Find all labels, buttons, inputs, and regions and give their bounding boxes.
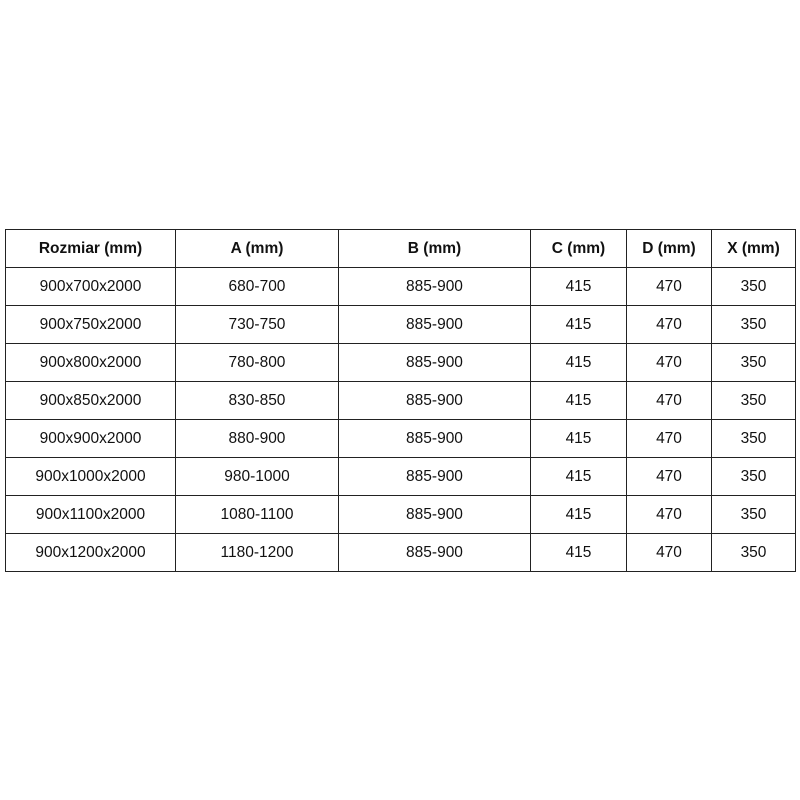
table-row: 900x800x2000 780-800 885-900 415 470 350 — [5, 343, 796, 382]
table-row: 900x1000x2000 980-1000 885-900 415 470 350 — [5, 457, 796, 496]
table-cell: 470 — [626, 305, 712, 344]
table-cell: 900x900x2000 — [5, 419, 176, 458]
table-header-row: Rozmiar (mm) A (mm) B (mm) C (mm) D (mm) X (m… — [5, 229, 796, 268]
column-header: D (mm) — [626, 229, 712, 268]
column-header: A (mm) — [175, 229, 339, 268]
table-cell: 885-900 — [338, 267, 531, 306]
table-cell: 415 — [530, 305, 627, 344]
table-cell: 415 — [530, 267, 627, 306]
table-cell: 415 — [530, 457, 627, 496]
table-cell: 415 — [530, 343, 627, 382]
table-cell: 415 — [530, 495, 627, 534]
table-row: 900x700x2000 680-700 885-900 415 470 350 — [5, 267, 796, 306]
table-row: 900x1200x2000 1180-1200 885-900 415 470 350 — [5, 533, 796, 572]
table-cell: 900x1100x2000 — [5, 495, 176, 534]
table-cell: 885-900 — [338, 457, 531, 496]
table-cell: 885-900 — [338, 305, 531, 344]
table-cell: 350 — [711, 495, 796, 534]
table-cell: 885-900 — [338, 381, 531, 420]
table-cell: 470 — [626, 267, 712, 306]
table-cell: 470 — [626, 495, 712, 534]
table-cell: 680-700 — [175, 267, 339, 306]
table-cell: 900x1000x2000 — [5, 457, 176, 496]
table-cell: 730-750 — [175, 305, 339, 344]
table-cell: 900x800x2000 — [5, 343, 176, 382]
table-cell: 980-1000 — [175, 457, 339, 496]
table-row: 900x750x2000 730-750 885-900 415 470 350 — [5, 305, 796, 344]
table-cell: 1180-1200 — [175, 533, 339, 572]
column-header: C (mm) — [530, 229, 627, 268]
table-cell: 415 — [530, 381, 627, 420]
table-cell: 780-800 — [175, 343, 339, 382]
table-cell: 885-900 — [338, 343, 531, 382]
table-cell: 900x850x2000 — [5, 381, 176, 420]
table-row: 900x850x2000 830-850 885-900 415 470 350 — [5, 381, 796, 420]
table-cell: 350 — [711, 305, 796, 344]
table-cell: 885-900 — [338, 419, 531, 458]
table-cell: 350 — [711, 533, 796, 572]
column-header: Rozmiar (mm) — [5, 229, 176, 268]
table-cell: 350 — [711, 381, 796, 420]
table-cell: 470 — [626, 457, 712, 496]
table-cell: 470 — [626, 343, 712, 382]
table-cell: 885-900 — [338, 533, 531, 572]
column-header: B (mm) — [338, 229, 531, 268]
dimensions-table: Rozmiar (mm) A (mm) B (mm) C (mm) D (mm) X (m… — [5, 229, 796, 572]
table-cell: 350 — [711, 419, 796, 458]
table-row: 900x1100x2000 1080-1100 885-900 415 470 350 — [5, 495, 796, 534]
column-header: X (mm) — [711, 229, 796, 268]
table-cell: 830-850 — [175, 381, 339, 420]
table-cell: 470 — [626, 419, 712, 458]
table-cell: 900x750x2000 — [5, 305, 176, 344]
table-cell: 1080-1100 — [175, 495, 339, 534]
table-cell: 470 — [626, 533, 712, 572]
table-row: 900x900x2000 880-900 885-900 415 470 350 — [5, 419, 796, 458]
table-cell: 350 — [711, 457, 796, 496]
table-cell: 415 — [530, 419, 627, 458]
table-cell: 470 — [626, 381, 712, 420]
table-cell: 885-900 — [338, 495, 531, 534]
table-cell: 350 — [711, 343, 796, 382]
table-cell: 415 — [530, 533, 627, 572]
table-cell: 880-900 — [175, 419, 339, 458]
table-cell: 900x700x2000 — [5, 267, 176, 306]
table-cell: 900x1200x2000 — [5, 533, 176, 572]
table-cell: 350 — [711, 267, 796, 306]
